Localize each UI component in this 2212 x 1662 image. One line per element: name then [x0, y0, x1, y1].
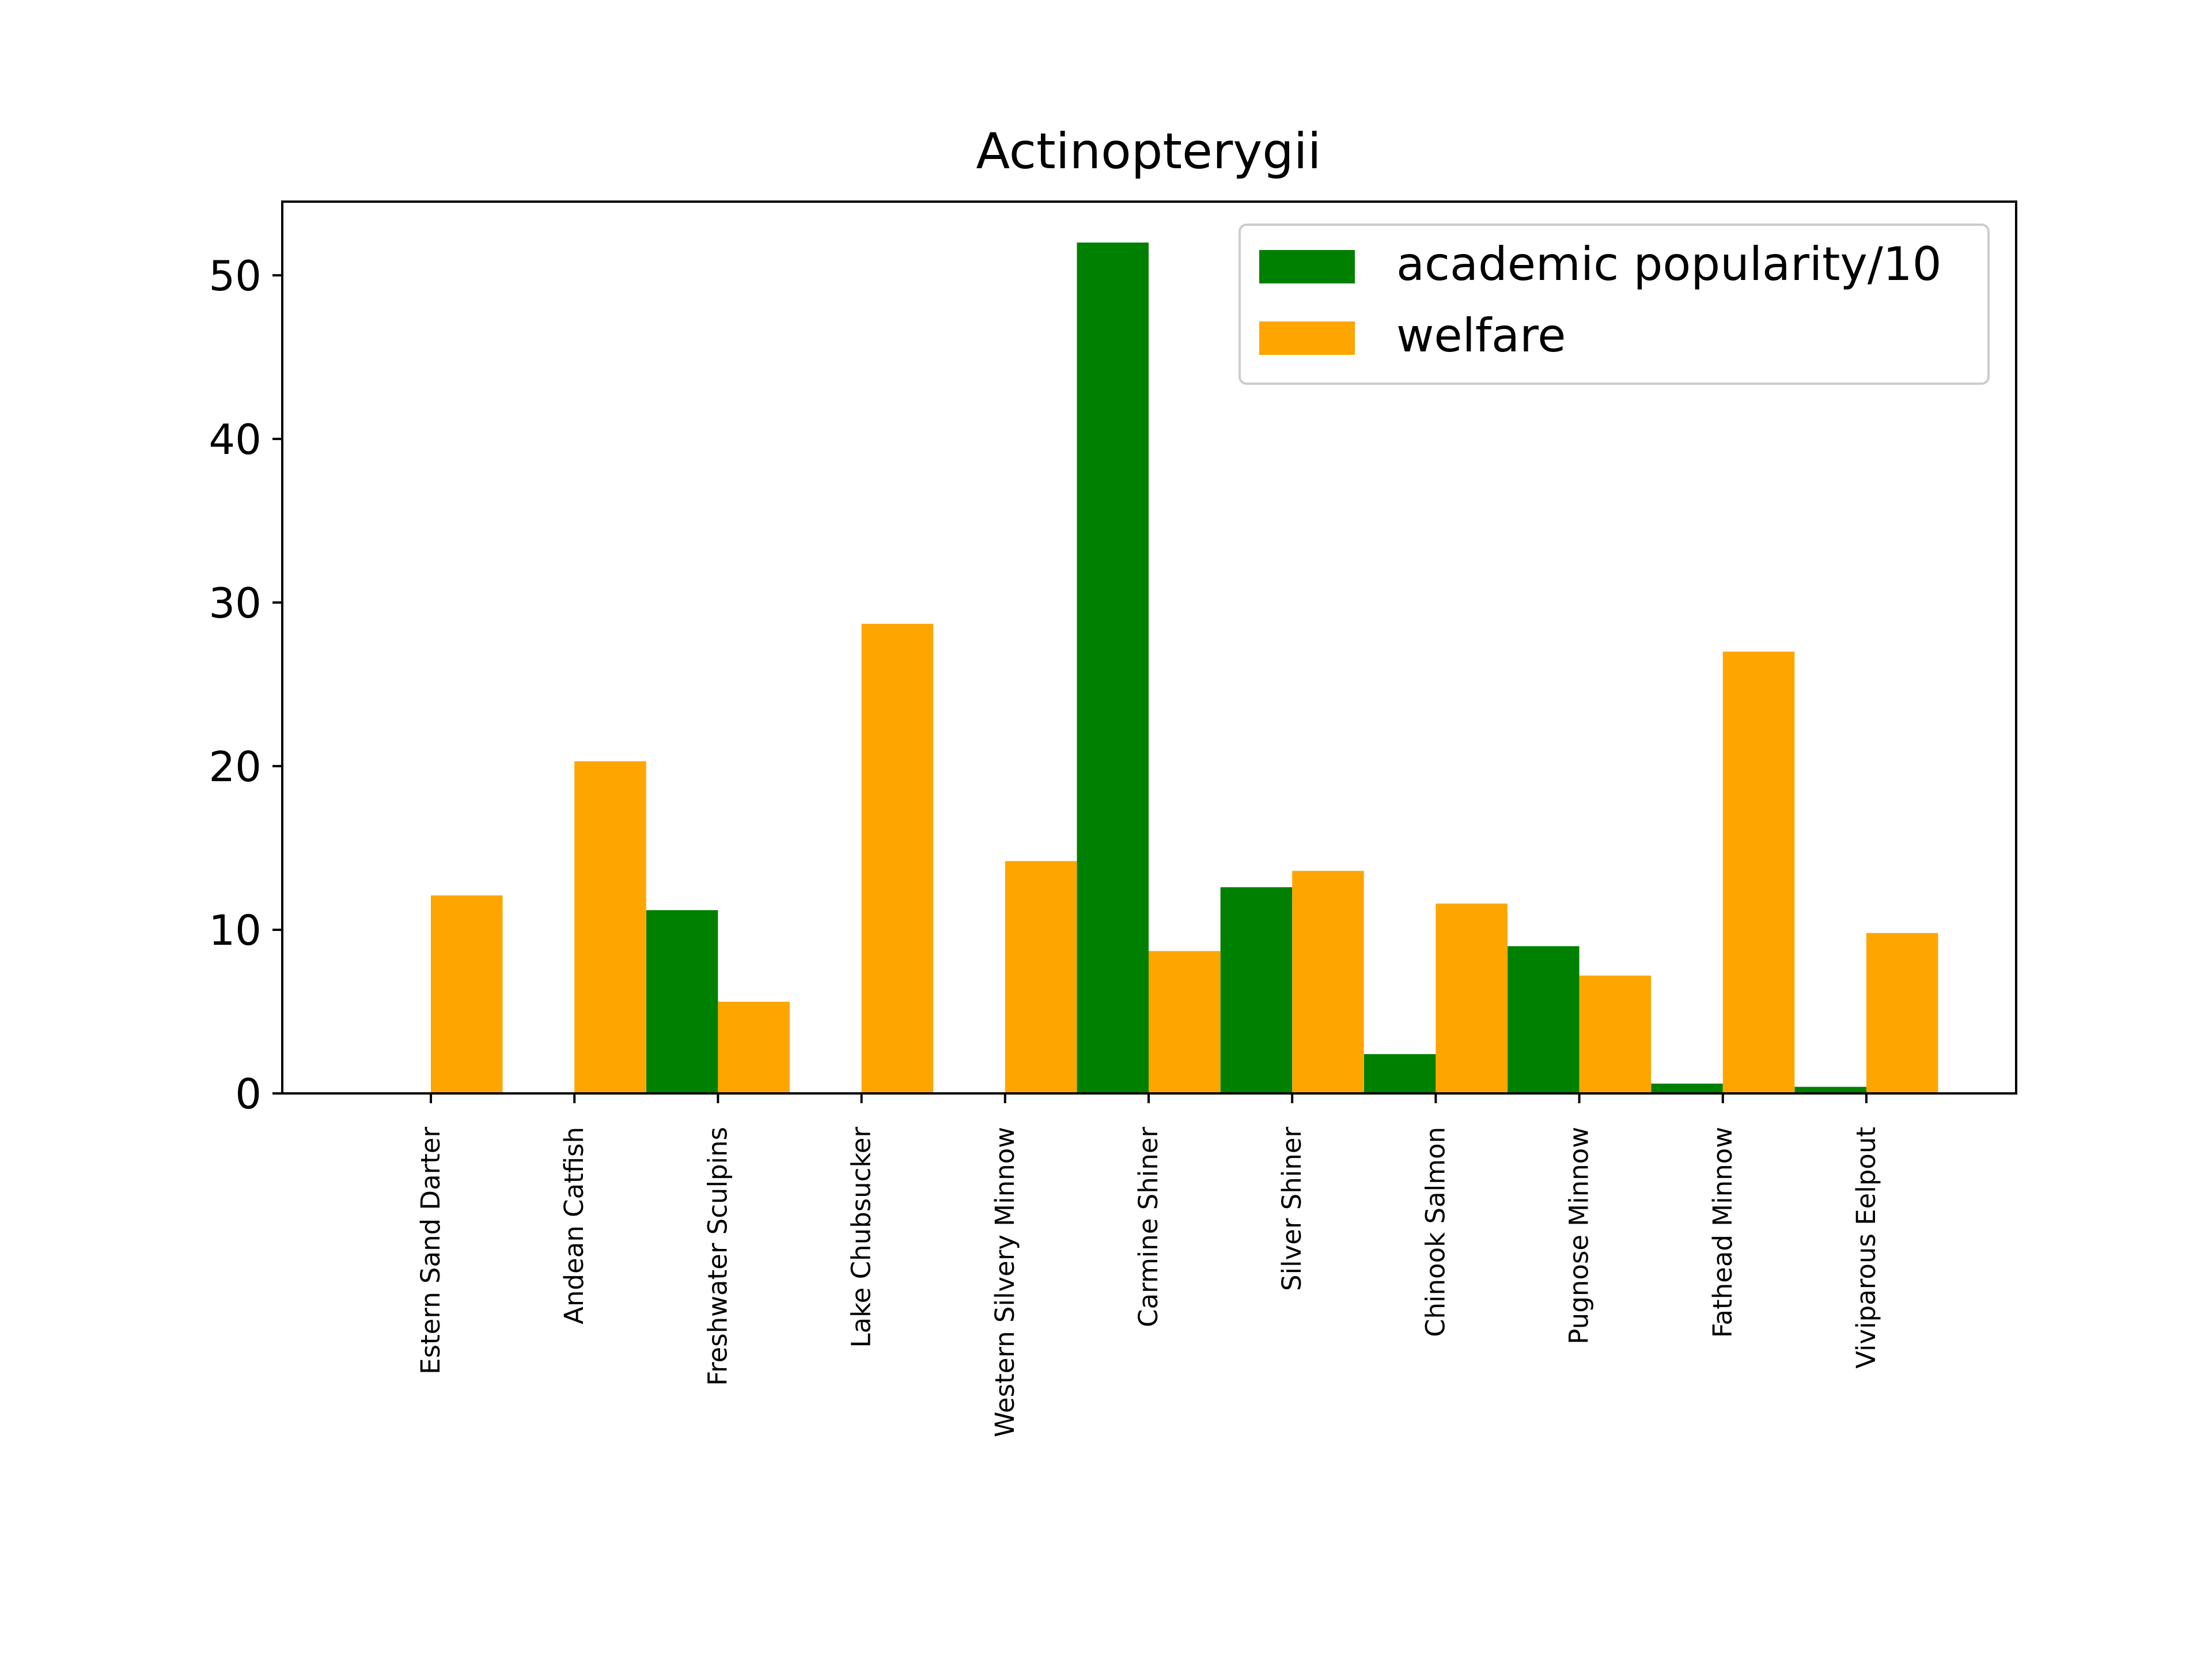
legend-label: academic popularity/10	[1396, 237, 1942, 291]
bar-academic-popularity-3	[646, 910, 718, 1093]
bar-welfare-6	[1149, 951, 1221, 1093]
y-axis: 0 10 20 30 40 50	[209, 252, 282, 1118]
legend-swatch	[1259, 250, 1355, 283]
xtick-label: Fathead Minnow	[1707, 1127, 1738, 1338]
plot-frame	[281, 200, 2017, 1095]
bar-welfare-10	[1722, 652, 1795, 1093]
bar-welfare-5	[1005, 861, 1077, 1093]
ytick-label: 0	[235, 1070, 262, 1118]
ytick-label: 50	[209, 252, 262, 300]
bar-academic-popularity-6	[1077, 243, 1149, 1093]
bar-welfare-1	[431, 895, 503, 1093]
bar-academic-popularity-7	[1220, 887, 1293, 1093]
xtick-label: Silver Shiner	[1277, 1127, 1307, 1291]
xtick-label: Lake Chubsucker	[846, 1127, 877, 1348]
xtick-label: Andean Catfish	[559, 1127, 589, 1324]
legend-box	[1238, 224, 1990, 385]
xtick-label: Freshwater Sculpins	[702, 1127, 733, 1386]
bar-academic-popularity-9	[1508, 946, 1580, 1093]
bar-academic-popularity-11	[1794, 1086, 1866, 1093]
bar-welfare-2	[574, 761, 646, 1093]
bar-welfare-4	[861, 623, 934, 1093]
xtick-label: Pugnose Minnow	[1564, 1127, 1594, 1345]
ytick-label: 30	[209, 579, 262, 627]
legend-label: welfare	[1396, 309, 1566, 362]
ytick-label: 10	[209, 906, 262, 955]
ytick-label: 20	[209, 743, 262, 791]
bar-welfare-7	[1292, 870, 1364, 1093]
chart-title: Actinopterygii	[976, 123, 1321, 180]
xtick-label: Carmine Shiner	[1133, 1127, 1164, 1327]
bar-welfare-3	[718, 1001, 790, 1093]
legend: academic popularity/10 welfare	[1238, 224, 1990, 385]
xtick-label: Chinook Salmon	[1420, 1127, 1450, 1337]
xtick-label: Estern Sand Darter	[415, 1127, 446, 1375]
bar-welfare-11	[1866, 933, 1938, 1093]
bars-layer	[431, 243, 1938, 1093]
bar-academic-popularity-8	[1363, 1054, 1436, 1093]
bar-academic-popularity-10	[1651, 1084, 1723, 1093]
ytick-label: 40	[209, 415, 262, 464]
xtick-label: Viviparous Eelpout	[1851, 1127, 1881, 1369]
legend-swatch	[1259, 321, 1355, 355]
x-axis: Estern Sand Darter Andean Catfish Freshwat…	[415, 1093, 1881, 1437]
xtick-label: Western Silvery Minnow	[990, 1127, 1020, 1437]
bar-welfare-9	[1579, 975, 1652, 1093]
bar-welfare-8	[1435, 903, 1508, 1093]
